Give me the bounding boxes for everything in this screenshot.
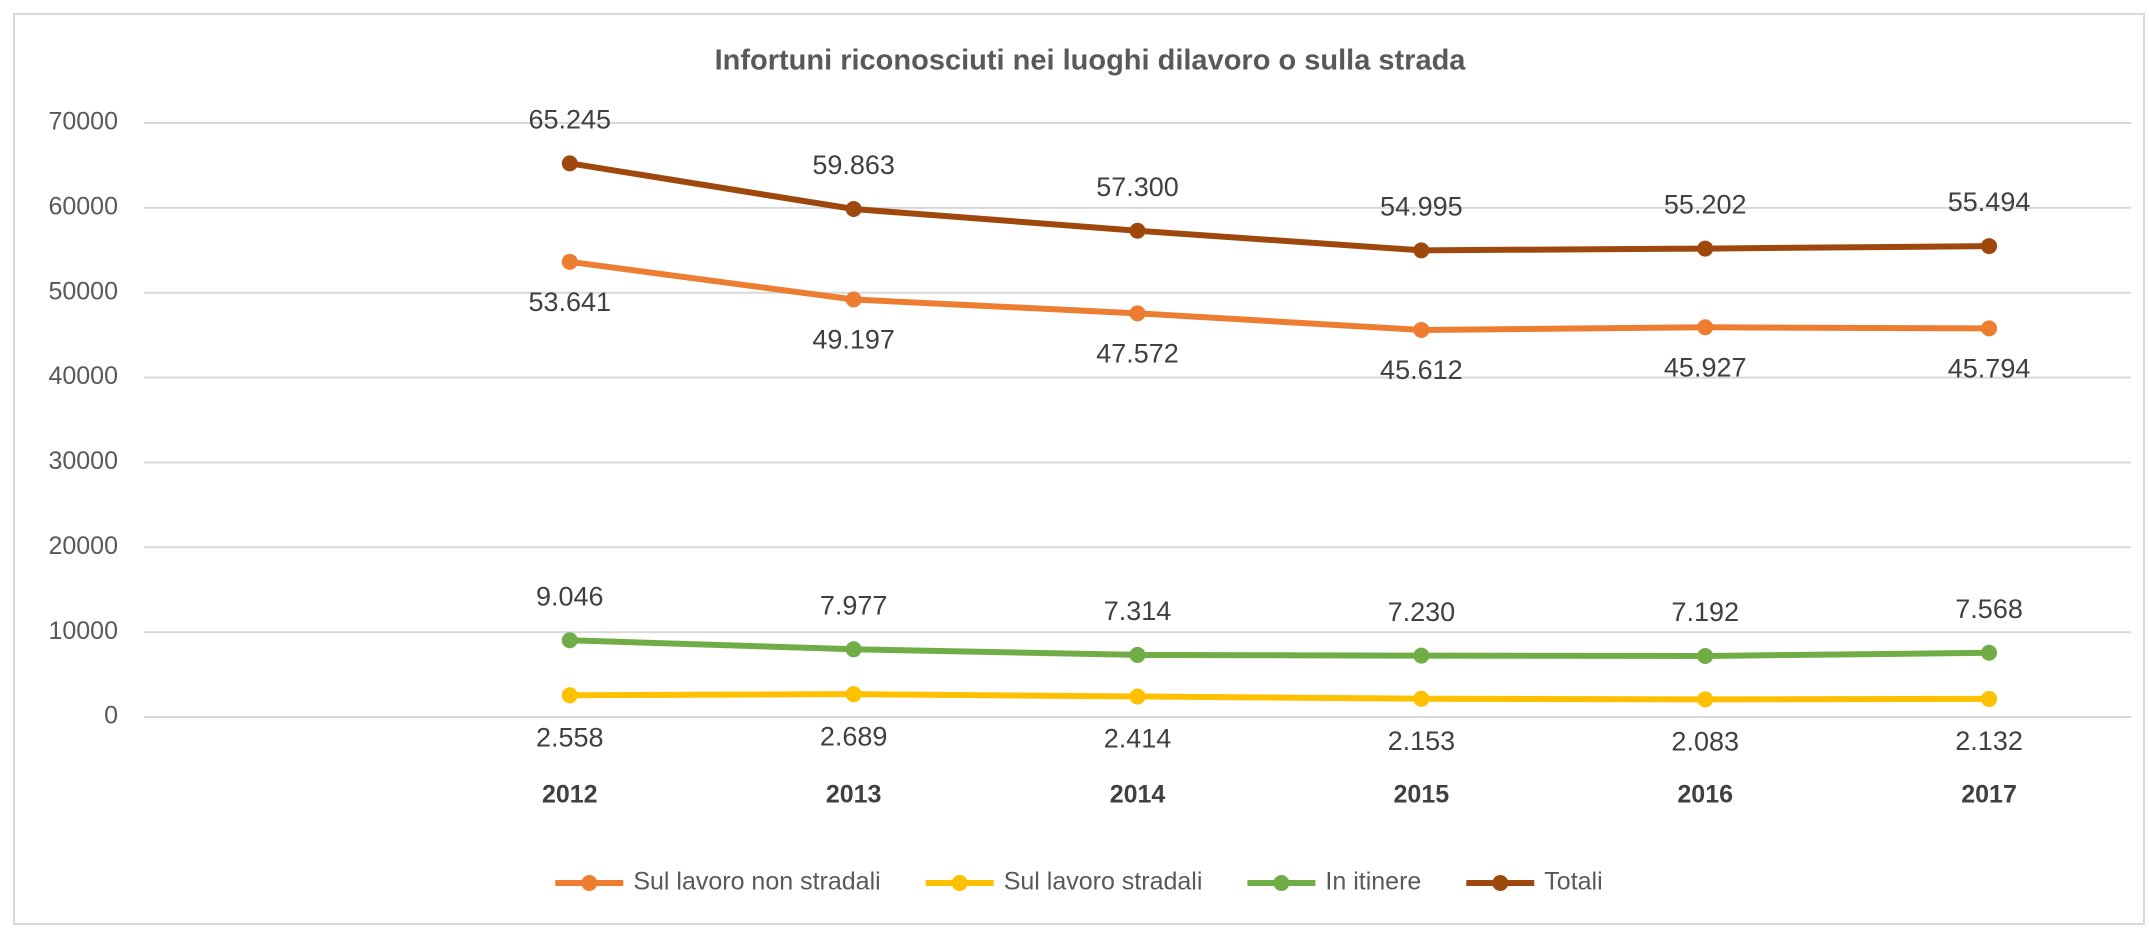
legend-label: Sul lavoro stradali [1004, 868, 1203, 896]
legend-marker [581, 875, 598, 891]
data-label: 65.245 [528, 104, 611, 134]
data-point [1129, 222, 1146, 239]
legend-label: Totali [1544, 868, 1602, 896]
data-point [1697, 319, 1714, 336]
series-line [569, 258, 1990, 333]
data-point [1129, 305, 1146, 322]
legend-marker [1492, 875, 1509, 891]
data-label: 7.230 [1388, 597, 1456, 627]
data-point [1413, 242, 1430, 259]
y-tick-label: 50000 [48, 277, 118, 305]
data-label: 7.977 [820, 590, 888, 620]
data-point [1413, 647, 1430, 664]
y-tick-label: 70000 [48, 108, 118, 136]
data-point [845, 201, 862, 218]
data-point [561, 253, 578, 270]
data-point [845, 686, 862, 703]
data-label: 2.083 [1671, 726, 1739, 756]
y-tick-label: 10000 [48, 617, 118, 645]
legend-marker [1273, 875, 1290, 891]
data-label: 2.153 [1388, 726, 1456, 756]
data-label: 55.494 [1948, 187, 2031, 217]
data-label: 47.572 [1096, 338, 1179, 368]
data-point [1981, 320, 1998, 337]
data-point [1129, 688, 1146, 705]
data-point [1129, 646, 1146, 663]
data-point [1697, 647, 1714, 664]
data-label: 45.794 [1948, 354, 2031, 384]
data-label: 57.300 [1096, 172, 1179, 202]
data-label: 54.995 [1380, 191, 1463, 221]
data-point [845, 291, 862, 308]
data-label: 45.612 [1380, 355, 1463, 385]
data-label: 2.558 [536, 722, 604, 752]
y-tick-label: 30000 [48, 447, 118, 475]
legend-label: Sul lavoro non stradali [633, 868, 880, 896]
data-label: 7.192 [1671, 597, 1739, 627]
data-label: 7.314 [1104, 596, 1172, 626]
data-point [1981, 238, 1998, 255]
data-point [1981, 644, 1998, 661]
data-label: 45.927 [1664, 352, 1747, 382]
y-tick-label: 40000 [48, 362, 118, 390]
data-point [1413, 690, 1430, 707]
chart-border [13, 13, 2145, 925]
data-label: 2.132 [1955, 726, 2023, 756]
data-point [1697, 691, 1714, 708]
data-label: 2.689 [820, 721, 888, 751]
data-point [561, 155, 578, 172]
data-label: 2.414 [1104, 724, 1172, 754]
series-line [569, 691, 1990, 703]
data-point [1697, 240, 1714, 257]
x-tick-label: 2017 [1961, 781, 2017, 809]
legend-label: In itinere [1325, 868, 1421, 896]
legend-marker [951, 875, 968, 891]
x-tick-label: 2012 [542, 781, 598, 809]
data-label: 55.202 [1664, 190, 1747, 220]
y-tick-label: 60000 [48, 192, 118, 220]
chart-title: Infortuni riconosciuti nei luoghi dilavo… [715, 45, 1467, 77]
data-point [1413, 321, 1430, 338]
x-tick-label: 2014 [1110, 781, 1166, 809]
data-point [845, 641, 862, 658]
data-label: 59.863 [812, 150, 895, 180]
y-tick-label: 20000 [48, 532, 118, 560]
series-line [569, 637, 1990, 659]
x-tick-label: 2013 [826, 781, 882, 809]
data-label: 53.641 [528, 287, 611, 317]
data-label: 9.046 [536, 581, 604, 611]
data-point [1981, 690, 1998, 707]
data-label: 7.568 [1955, 594, 2023, 624]
data-point [561, 687, 578, 704]
data-point [561, 632, 578, 649]
series-line [569, 160, 1990, 254]
x-tick-label: 2015 [1394, 781, 1450, 809]
data-label: 49.197 [812, 325, 895, 355]
x-tick-label: 2016 [1677, 781, 1733, 809]
y-tick-label: 0 [104, 702, 118, 730]
